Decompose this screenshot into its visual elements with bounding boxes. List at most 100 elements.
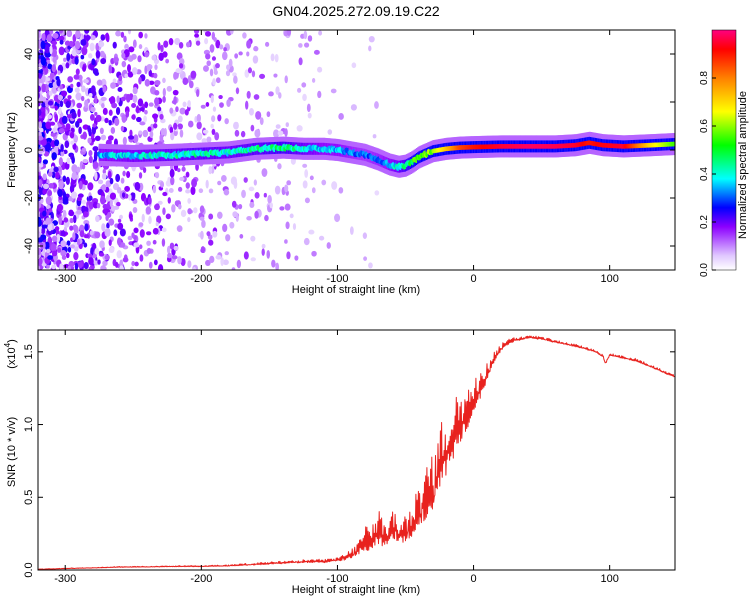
spectrogram-noise-speckle (144, 109, 148, 115)
spectrogram-noise-speckle (273, 129, 280, 138)
spectrogram-noise-speckle (38, 73, 42, 79)
spectrogram-noise-speckle (102, 168, 106, 175)
spectrogram-noise-speckle (139, 254, 144, 262)
spectrogram-noise-speckle (180, 209, 187, 218)
snr-x-tick-label: 100 (600, 573, 618, 585)
spectrogram-noise-speckle (45, 248, 51, 254)
spectrogram-noise-speckle (131, 114, 136, 120)
snr-x-tick-label: -200 (190, 573, 212, 585)
spectrogram-noise-speckle (62, 175, 67, 183)
spectrogram-noise-speckle (101, 172, 107, 180)
spectrogram-noise-speckle (146, 231, 152, 236)
spectrogram-noise-speckle (131, 232, 135, 239)
figure-title: GN04.2025.272.09.19.C22 (272, 3, 440, 19)
spectrogram-noise-speckle (160, 44, 164, 53)
spectrogram-noise-speckle (64, 140, 70, 149)
spectrogram-noise-speckle (162, 207, 166, 215)
spectrogram-noise-speckle (302, 163, 308, 168)
spectrogram-noise-speckle (47, 190, 53, 197)
spectrogram-noise-speckle (204, 37, 209, 45)
spectrogram-x-tick-label: -100 (326, 273, 348, 285)
spectrogram-noise-speckle (67, 265, 71, 270)
spectrogram-noise-speckle (38, 237, 44, 243)
spectrogram-noise-speckle (154, 64, 158, 70)
spectrogram-noise-speckle (274, 185, 281, 195)
spectrogram-noise-speckle (153, 72, 158, 79)
spectrogram-noise-speckle (38, 201, 42, 209)
spectrogram-noise-speckle (245, 100, 249, 110)
spectrogram-noise-speckle (59, 30, 63, 34)
spectrogram-noise-speckle (234, 129, 240, 137)
spectrogram-noise-speckle (259, 73, 266, 79)
spectrogram-noise-speckle (83, 211, 89, 218)
spectrogram-noise-speckle (311, 187, 316, 194)
spectrogram-noise-speckle (374, 101, 379, 109)
spectrogram-noise-speckle (58, 46, 65, 56)
spectrogram-noise-speckle (124, 43, 129, 50)
spectrogram-noise-speckle (185, 189, 191, 194)
spectrogram-noise-speckle (94, 171, 98, 181)
spectrogram-noise-speckle (221, 174, 227, 182)
spectrogram-noise-speckle (167, 252, 172, 259)
spectrogram-noise-speckle (252, 55, 259, 64)
spectrogram-noise-speckle (137, 98, 144, 107)
spectrogram-noise-speckle (59, 263, 64, 270)
spectrogram-noise-speckle (222, 259, 229, 266)
spectrogram-noise-speckle (121, 60, 127, 68)
spectrogram-noise-speckle (51, 235, 58, 242)
spectrogram-noise-speckle (205, 259, 211, 267)
spectrogram-noise-speckle (52, 48, 57, 58)
spectrogram-noise-speckle (250, 235, 256, 242)
spectrogram-noise-speckle (178, 63, 184, 69)
spectrogram-noise-speckle (77, 196, 82, 202)
spectrogram-noise-speckle (38, 247, 42, 256)
spectrogram-noise-speckle (82, 206, 89, 213)
spectrogram-noise-speckle (178, 42, 184, 49)
spectrogram-noise-speckle (187, 216, 191, 223)
spectrogram-noise-speckle (84, 99, 89, 109)
spectrogram-noise-speckle (286, 180, 292, 186)
spectrogram-noise-speckle (70, 140, 75, 145)
spectrogram-noise-speckle (157, 264, 164, 270)
spectrogram-noise-speckle (294, 255, 299, 261)
spectrogram-noise-speckle (116, 237, 122, 246)
spectrogram-noise-speckle (75, 92, 82, 101)
spectrogram-noise-speckle (84, 34, 91, 41)
spectrogram-noise-speckle (48, 90, 53, 96)
spectrogram-noise-speckle (231, 200, 237, 208)
spectrogram-noise-speckle (238, 204, 243, 210)
spectrogram-noise-speckle (152, 113, 159, 119)
spectrogram-noise-speckle (39, 163, 44, 168)
spectrogram-noise-speckle (71, 164, 78, 173)
spectrogram-noise-speckle (178, 204, 182, 210)
spectrogram-noise-speckle (66, 252, 70, 259)
spectrogram-noise-speckle (72, 232, 76, 241)
spectrogram-noise-speckle (253, 94, 260, 100)
spectrogram-noise-speckle (217, 211, 223, 219)
spectrogram-noise-speckle (222, 223, 228, 233)
spectrogram-noise-speckle (79, 230, 85, 238)
spectrogram-noise-speckle (148, 69, 153, 77)
spectrogram-noise-speckle (331, 181, 338, 190)
spectrogram-noise-speckle (169, 126, 174, 134)
colorbar-label: Normalized spectral amplitude (737, 91, 749, 239)
spectrogram-noise-speckle (338, 187, 344, 194)
spectrogram-noise-speckle (304, 197, 310, 204)
spectrogram-noise-speckle (59, 39, 64, 45)
spectrogram-noise-speckle (199, 216, 205, 221)
spectrogram-noise-speckle (188, 80, 194, 89)
spectrogram-noise-speckle (61, 115, 68, 125)
spectrogram-noise-speckle (107, 135, 114, 141)
spectrogram-noise-speckle (72, 224, 78, 231)
spectrogram-noise-speckle (102, 260, 108, 267)
spectrogram-noise-speckle (62, 209, 67, 219)
spectrogram-noise-speckle (115, 30, 122, 37)
spectrogram-noise-speckle (297, 87, 302, 93)
spectrogram-noise-speckle (54, 226, 60, 231)
spectrogram-noise-speckle (170, 176, 175, 186)
spectrogram-noise-speckle (76, 102, 83, 109)
spectrogram-noise-speckle (135, 105, 140, 114)
spectrogram-noise-speckle (162, 96, 166, 103)
spectrogram-noise-speckle (80, 54, 85, 60)
spectrogram-noise-speckle (372, 134, 377, 139)
